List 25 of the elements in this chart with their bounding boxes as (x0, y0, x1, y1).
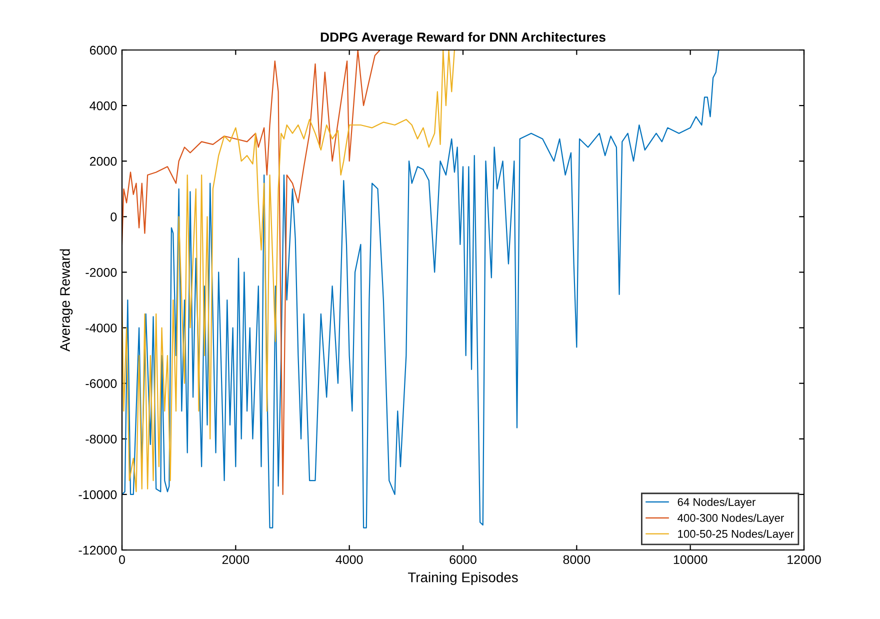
legend-label: 64 Nodes/Layer (678, 498, 756, 508)
y-tick-label: -12000 (78, 546, 117, 555)
y-tick-label: -8000 (86, 434, 117, 444)
legend-label: 400-300 Nodes/Layer (678, 514, 784, 524)
y-tick-label: 0 (110, 212, 117, 222)
y-axis-title: Average Reward (60, 249, 73, 352)
x-tick-label: 12000 (788, 555, 821, 564)
y-tick-label: 6000 (90, 46, 117, 55)
x-tick-label: 2000 (222, 555, 250, 564)
x-axis-title: Training Episodes (408, 572, 518, 586)
y-tick-label: -6000 (86, 379, 117, 388)
chart-title: DDPG Average Reward for DNN Architectures (320, 32, 606, 44)
y-tick-label: -10000 (78, 490, 117, 500)
y-tick-label: -2000 (86, 268, 117, 277)
x-tick-label: 0 (119, 555, 125, 564)
line-series (122, 50, 381, 495)
x-tick-label: 10000 (674, 555, 708, 564)
legend-label: 100-50-25 Nodes/Layer (678, 530, 794, 540)
x-tick-label: 4000 (336, 555, 363, 564)
y-tick-label: 2000 (90, 156, 117, 166)
x-tick-label: 6000 (450, 555, 476, 564)
y-tick-label: -4000 (86, 324, 117, 332)
line-series (122, 50, 456, 492)
x-tick-label: 8000 (563, 555, 590, 564)
y-tick-label: 4000 (90, 101, 117, 110)
